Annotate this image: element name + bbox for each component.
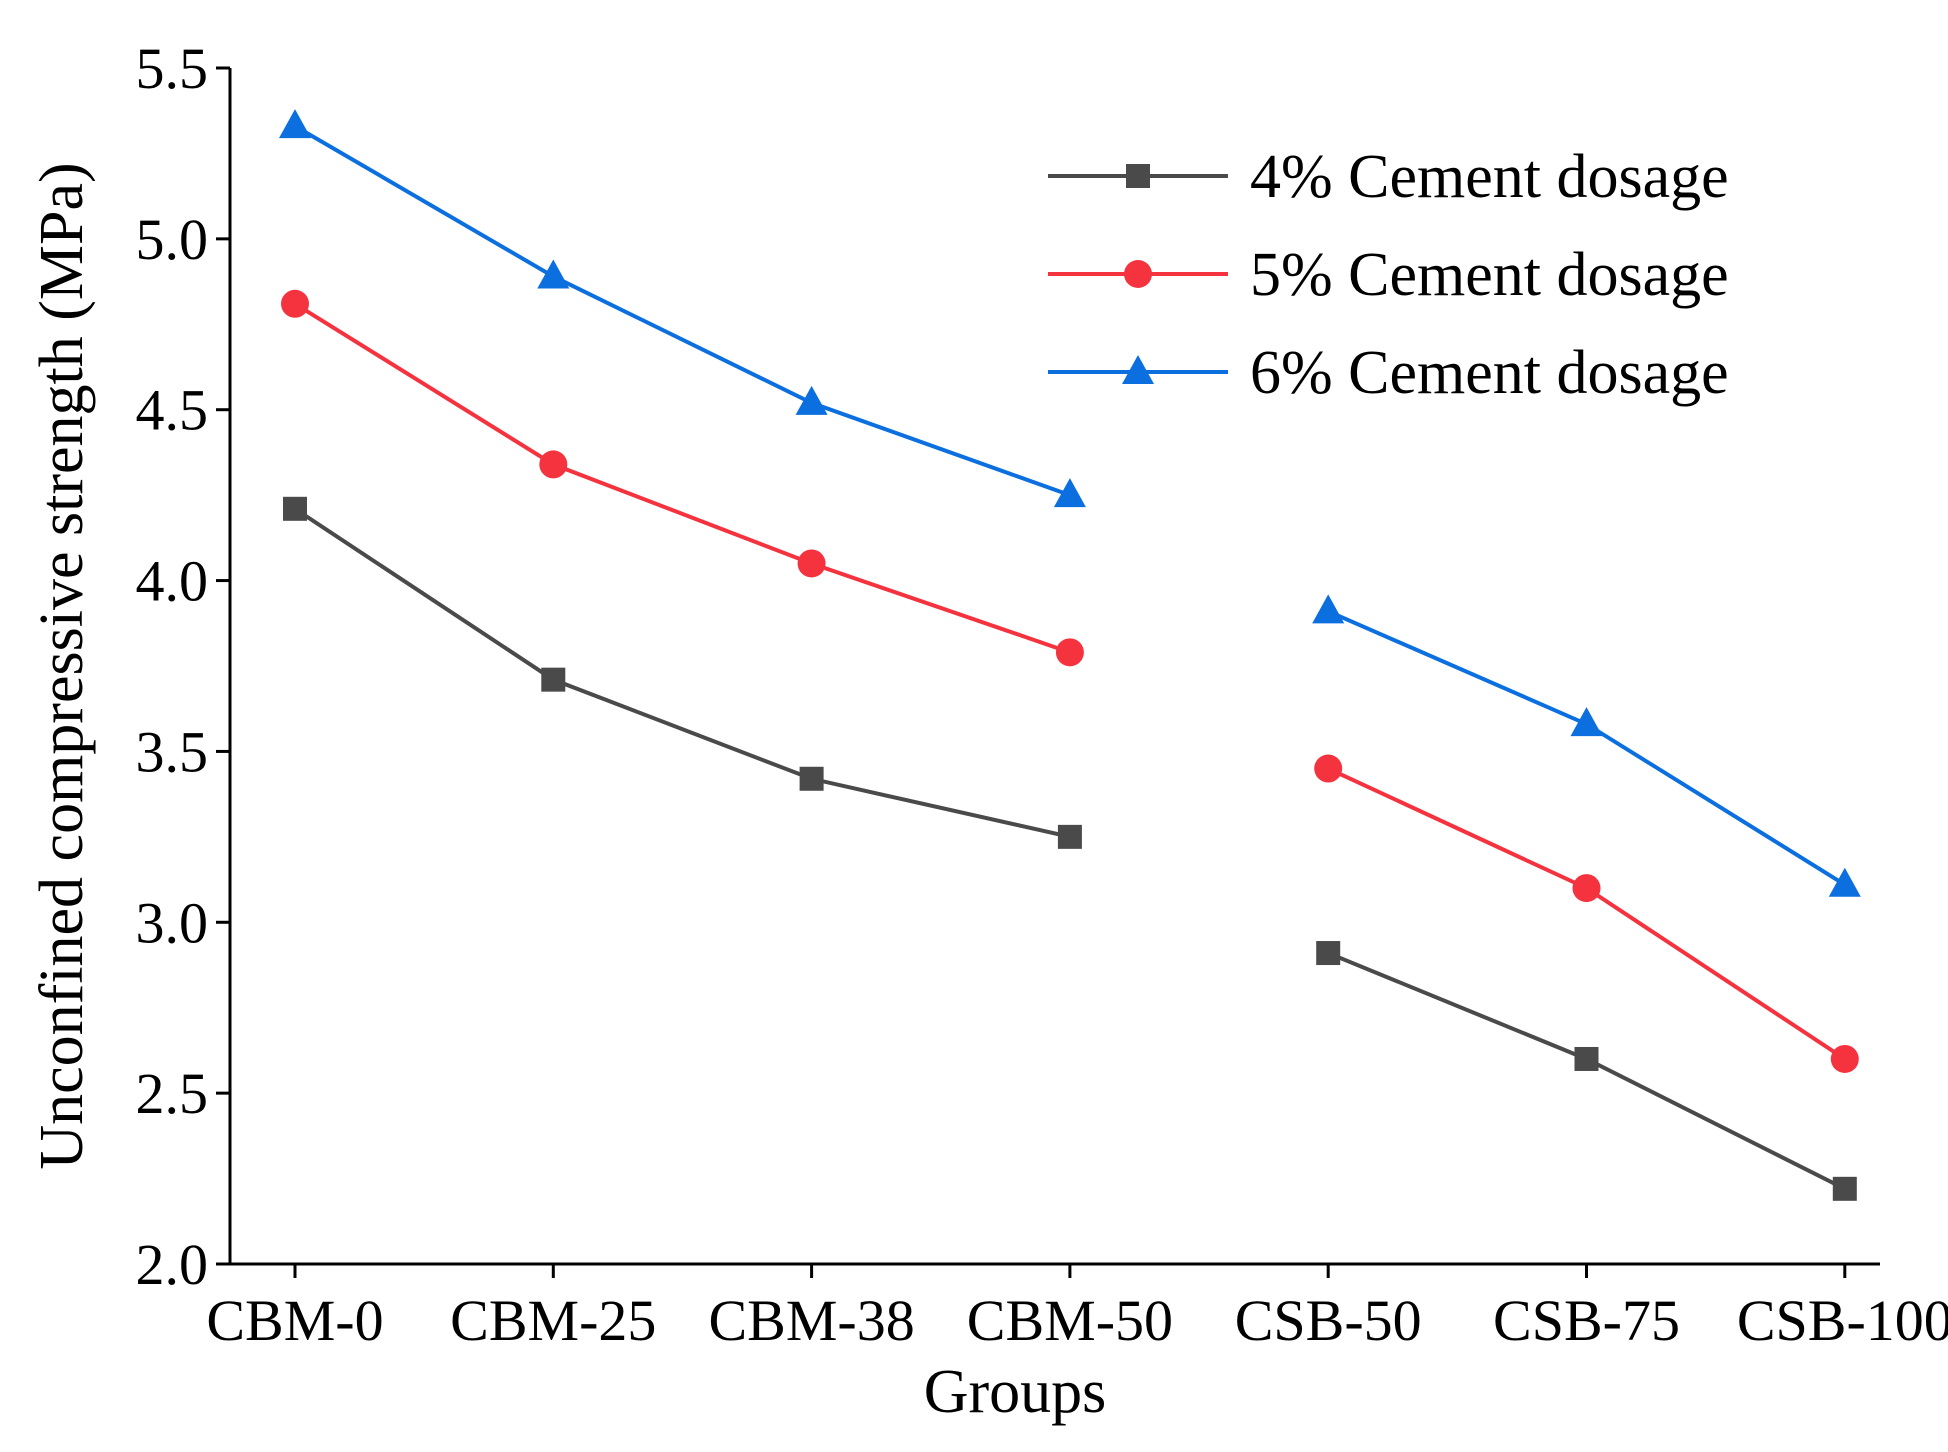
series-line-segment (293, 507, 1071, 839)
data-point (1057, 824, 1082, 849)
legend: 4% Cement dosage 5% Cement dosage 6% Cemen… (1048, 143, 1729, 407)
y-ticks: 2.0 2.5 3.0 3.5 4.0 4.5 5.0 5.5 (136, 36, 230, 1297)
y-tick-label: 2.5 (136, 1061, 209, 1126)
series-3 (279, 109, 1861, 897)
legend-label: 5% Cement dosage (1250, 241, 1729, 309)
data-point (279, 109, 311, 139)
y-tick-label: 4.5 (136, 378, 209, 443)
data-point (1828, 867, 1861, 897)
legend-marker (1124, 260, 1152, 288)
y-tick-label: 4.0 (136, 549, 209, 614)
x-tick-label: CBM-38 (708, 1288, 914, 1353)
x-tick-label: CSB-100 (1737, 1288, 1948, 1353)
data-point (1312, 594, 1345, 624)
y-tick-label: 5.0 (136, 207, 209, 272)
data-point (281, 289, 309, 318)
x-axis-title: Groups (924, 1358, 1107, 1426)
series-group (279, 109, 1861, 1201)
plot-axes (228, 68, 1880, 1266)
data-point (1053, 478, 1086, 508)
data-point (1572, 874, 1601, 903)
legend-label: 4% Cement dosage (1250, 143, 1729, 211)
series-2 (281, 289, 1859, 1073)
y-tick-label: 5.5 (136, 36, 209, 101)
data-point (799, 766, 824, 791)
data-point (797, 549, 826, 578)
series-line-segment (1327, 609, 1846, 887)
series-line-segment (293, 124, 1071, 498)
data-point (1570, 707, 1603, 737)
data-point (1574, 1046, 1599, 1071)
y-tick-label: 3.0 (136, 890, 209, 955)
data-point (1832, 1176, 1857, 1201)
legend-item: 5% Cement dosage (1048, 241, 1729, 309)
data-point (795, 385, 828, 415)
legend-item: 4% Cement dosage (1048, 143, 1729, 211)
x-ticks: CBM-0 CBM-25 CBM-38 CBM-50 CSB-50 CSB-75 CSB-1… (206, 1264, 1948, 1353)
legend-item: 6% Cement dosage (1048, 339, 1729, 407)
data-point (1830, 1044, 1859, 1073)
x-tick-label: CSB-50 (1235, 1288, 1422, 1353)
data-point (541, 667, 566, 692)
series-1 (283, 496, 1857, 1201)
data-point (1316, 941, 1341, 966)
data-point (1055, 638, 1084, 667)
x-tick-label: CSB-75 (1493, 1288, 1680, 1353)
series-line-segment (293, 302, 1071, 655)
x-tick-label: CBM-50 (967, 1288, 1173, 1353)
y-axis-title: Unconfined compressive strength (MPa) (28, 162, 96, 1169)
data-point (283, 496, 307, 521)
legend-label: 6% Cement dosage (1250, 339, 1729, 407)
data-point (537, 259, 570, 289)
data-point (1314, 754, 1343, 783)
data-point (539, 450, 568, 479)
x-tick-label: CBM-0 (206, 1288, 383, 1353)
legend-marker (1126, 164, 1150, 188)
y-tick-label: 3.5 (136, 719, 209, 784)
x-tick-label: CBM-25 (450, 1288, 656, 1353)
y-tick-label: 2.0 (136, 1232, 209, 1297)
series-line-segment (1327, 766, 1846, 1061)
legend-marker (1122, 355, 1154, 384)
